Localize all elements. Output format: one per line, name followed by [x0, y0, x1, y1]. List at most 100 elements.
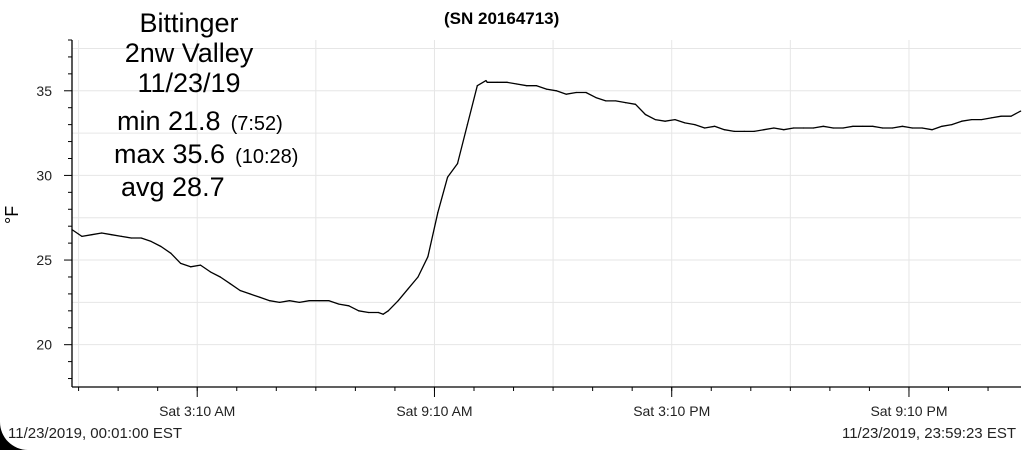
data-point: [466, 124, 469, 126]
data-point: [318, 300, 320, 302]
data-point: [644, 113, 646, 116]
data-point: [328, 300, 330, 302]
data-point: [298, 301, 300, 303]
data-point: [664, 120, 666, 122]
data-point: [783, 129, 785, 131]
data-point: [536, 85, 538, 87]
data-point: [71, 228, 73, 231]
data-point: [555, 90, 557, 92]
data-point: [190, 266, 192, 268]
data-point: [130, 237, 132, 239]
data-point: [209, 271, 211, 273]
data-point: [397, 300, 399, 302]
data-point: [990, 117, 992, 119]
data-point: [773, 127, 775, 129]
data-point: [605, 100, 607, 102]
data-point: [485, 80, 487, 82]
data-point: [259, 296, 261, 298]
data-point: [872, 125, 874, 127]
data-point: [862, 125, 864, 127]
data-point: [832, 127, 834, 129]
data-point: [654, 118, 656, 121]
data-point: [585, 91, 587, 94]
data-point: [358, 310, 360, 312]
data-point: [367, 311, 370, 314]
data-point: [812, 127, 815, 129]
chart-title: (SN 20164713): [444, 9, 560, 28]
data-point: [1000, 115, 1002, 117]
data-point: [382, 313, 384, 315]
min-time: (7:52): [230, 113, 283, 135]
y-tick-label: 35: [36, 83, 52, 99]
data-point: [822, 125, 824, 127]
data-point: [980, 118, 983, 121]
data-point: [476, 85, 478, 87]
data-point: [427, 256, 429, 258]
data-point: [199, 264, 202, 266]
data-point: [308, 300, 310, 302]
data-point: [377, 311, 380, 314]
min-value: min 21.8: [117, 106, 221, 136]
data-point: [348, 305, 350, 307]
data-point: [249, 293, 251, 295]
data-point: [101, 232, 103, 234]
data-point: [447, 176, 449, 178]
data-point: [170, 252, 172, 254]
data-point: [882, 127, 884, 129]
x-tick-label: Sat 9:10 AM: [396, 403, 472, 419]
data-point: [911, 127, 913, 129]
data-point: [486, 81, 488, 83]
data-point: [1010, 115, 1012, 117]
data-point: [417, 276, 419, 278]
data-point: [516, 83, 518, 85]
data-point: [901, 125, 903, 127]
data-point: [624, 102, 627, 104]
data-point: [763, 129, 765, 131]
data-point: [694, 124, 696, 126]
data-point: [545, 88, 548, 90]
data-point: [713, 125, 716, 127]
x-tick-label: Sat 3:10 PM: [633, 403, 710, 419]
data-point: [684, 122, 686, 124]
min-stat: min 21.8 (7:52): [117, 106, 283, 137]
data-point: [704, 127, 706, 129]
station-info: Bittinger 2nw Valley 11/23/19: [84, 8, 294, 98]
y-tick-label: 20: [36, 337, 52, 353]
data-point: [891, 127, 894, 129]
x-tick-label: Sat 3:10 AM: [159, 403, 235, 419]
data-point: [802, 127, 805, 129]
data-point: [575, 91, 577, 94]
max-time: (10:28): [235, 146, 299, 168]
avg-stat: avg 28.7: [121, 172, 225, 203]
y-tick-label: 25: [36, 252, 52, 268]
data-point: [407, 288, 409, 290]
data-point: [526, 85, 528, 87]
data-point: [150, 240, 152, 243]
data-point: [921, 127, 923, 129]
data-point: [595, 96, 597, 99]
data-point: [239, 289, 241, 292]
range-end: 11/23/2019, 23:59:23 EST: [841, 425, 1016, 442]
data-point: [970, 118, 973, 121]
data-point: [723, 129, 726, 131]
data-point: [288, 300, 291, 302]
data-point: [387, 310, 389, 312]
data-point: [91, 234, 93, 236]
station-location: 2nw Valley: [124, 38, 254, 68]
y-tick-label: 30: [36, 167, 52, 183]
max-stat: max 35.6 (10:28): [114, 139, 298, 170]
avg-value: avg 28.7: [121, 172, 225, 202]
data-point: [565, 93, 567, 95]
data-point: [437, 212, 439, 214]
data-point: [793, 127, 795, 129]
data-point: [674, 118, 676, 121]
data-point: [753, 130, 755, 133]
data-point: [229, 283, 231, 285]
x-tick-label: Sat 9:10 PM: [870, 403, 947, 419]
data-point: [81, 235, 83, 237]
data-point: [160, 245, 162, 248]
y-axis-label: °F: [2, 205, 22, 224]
data-point: [496, 81, 498, 83]
